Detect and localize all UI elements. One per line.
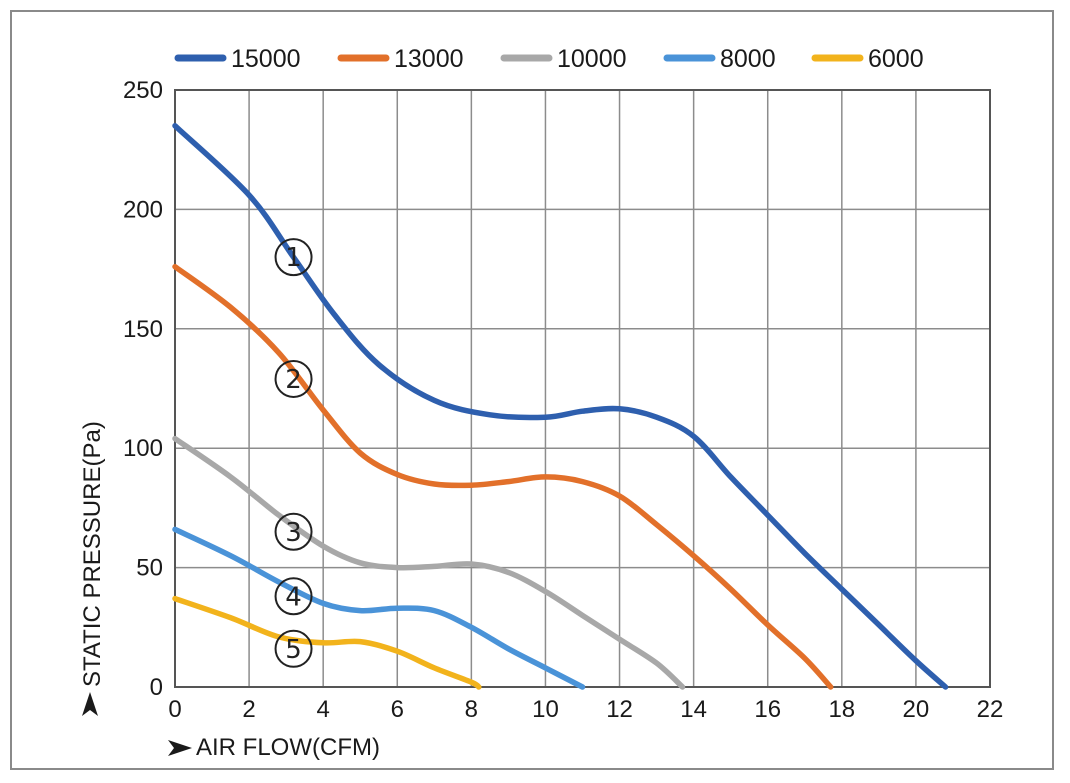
curve-marker-circle bbox=[274, 577, 313, 616]
x-tick-label: 8 bbox=[465, 696, 478, 723]
curve-marker-label: 1 bbox=[285, 243, 302, 273]
x-tick-label: 14 bbox=[680, 696, 707, 723]
x-tick-label: 6 bbox=[391, 696, 404, 723]
x-tick-label: 18 bbox=[828, 696, 855, 723]
legend-label: 10000 bbox=[557, 45, 627, 73]
series-line-8000 bbox=[172, 526, 586, 690]
curve-marker-label: 3 bbox=[285, 518, 302, 548]
series-line-6000 bbox=[172, 595, 482, 690]
y-tick-label: 100 bbox=[123, 435, 163, 462]
curve-marker-label: 4 bbox=[285, 582, 302, 612]
legend-label: 13000 bbox=[394, 45, 464, 73]
y-tick-label: 50 bbox=[136, 555, 163, 582]
grid bbox=[174, 89, 991, 688]
axis-titles: AIR FLOW(CFM) STATIC PRESSURE(Pa) bbox=[79, 421, 380, 761]
series-lines bbox=[172, 123, 949, 690]
y-tick-label: 150 bbox=[123, 316, 163, 343]
series-line-10000 bbox=[172, 435, 686, 690]
x-axis-arrow-icon bbox=[168, 740, 192, 756]
curve-marker-circle bbox=[274, 629, 313, 668]
x-tick-label: 2 bbox=[242, 696, 255, 723]
x-tick-label: 10 bbox=[532, 696, 559, 723]
curve-marker-circle bbox=[274, 238, 313, 277]
y-axis-label: STATIC PRESSURE(Pa) bbox=[79, 421, 106, 687]
y-tick-label: 200 bbox=[123, 196, 163, 223]
x-tick-label: 12 bbox=[606, 696, 633, 723]
curve-marker-circle bbox=[274, 359, 313, 398]
x-tick-label: 16 bbox=[754, 696, 781, 723]
y-tick-label: 250 bbox=[123, 77, 163, 104]
legend-label: 6000 bbox=[868, 45, 924, 73]
x-tick-label: 0 bbox=[168, 696, 181, 723]
curve-marker-circle bbox=[274, 512, 313, 551]
legend-label: 15000 bbox=[231, 45, 301, 73]
series-line-15000 bbox=[172, 123, 949, 690]
x-axis-label: AIR FLOW(CFM) bbox=[196, 734, 380, 761]
curve-marker-label: 2 bbox=[285, 365, 302, 395]
curve-markers: 1 2 3 4 5 bbox=[274, 238, 313, 668]
legend-label: 8000 bbox=[720, 45, 776, 73]
x-tick-label: 20 bbox=[903, 696, 930, 723]
curve-marker-label: 5 bbox=[285, 635, 302, 665]
y-axis-arrow-icon bbox=[82, 692, 98, 716]
x-tick-label: 22 bbox=[977, 696, 1004, 723]
x-tick-label: 4 bbox=[317, 696, 330, 723]
y-tick-label: 0 bbox=[150, 674, 163, 701]
legend: 15000 13000 10000 8000 6000 bbox=[174, 45, 924, 73]
